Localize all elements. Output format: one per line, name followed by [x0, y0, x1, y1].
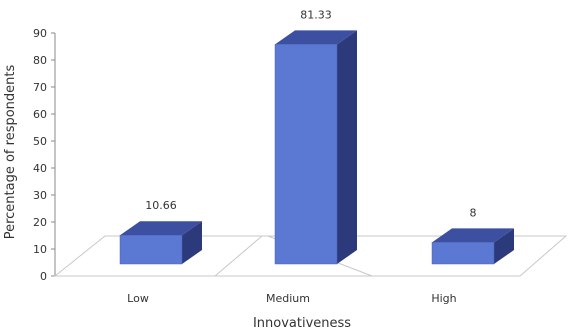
bars [120, 30, 514, 264]
x-axis-title: Innovativeness [253, 316, 351, 331]
y-tick-label: 90 [33, 27, 47, 40]
bar-front-face [275, 44, 337, 264]
y-tick-label: 40 [33, 162, 47, 175]
x-tick-label: Low [127, 292, 149, 305]
floor-divider [215, 236, 262, 276]
x-tick-label: High [431, 292, 456, 305]
x-tick-label: Medium [266, 292, 310, 305]
bar-front-face [120, 235, 182, 264]
y-tick-label: 50 [33, 135, 47, 148]
bar-front-face [432, 242, 494, 264]
data-label: 81.33 [300, 8, 332, 21]
y-tick-label: 20 [33, 216, 47, 229]
data-label: 8 [470, 206, 477, 219]
y-axis-title: Percentage of respondents [3, 64, 18, 239]
y-tick-label: 60 [33, 108, 47, 121]
bar-medium [275, 30, 357, 264]
y-tick-label: 70 [33, 81, 47, 94]
bar-high [432, 228, 514, 264]
bar-side-face [337, 30, 357, 264]
bar-low [120, 221, 202, 264]
data-label: 10.66 [145, 199, 177, 212]
y-tick-label: 30 [33, 189, 47, 202]
y-tick-label: 0 [40, 270, 47, 283]
y-tick-label: 80 [33, 54, 47, 67]
y-tick-label: 10 [33, 243, 47, 256]
